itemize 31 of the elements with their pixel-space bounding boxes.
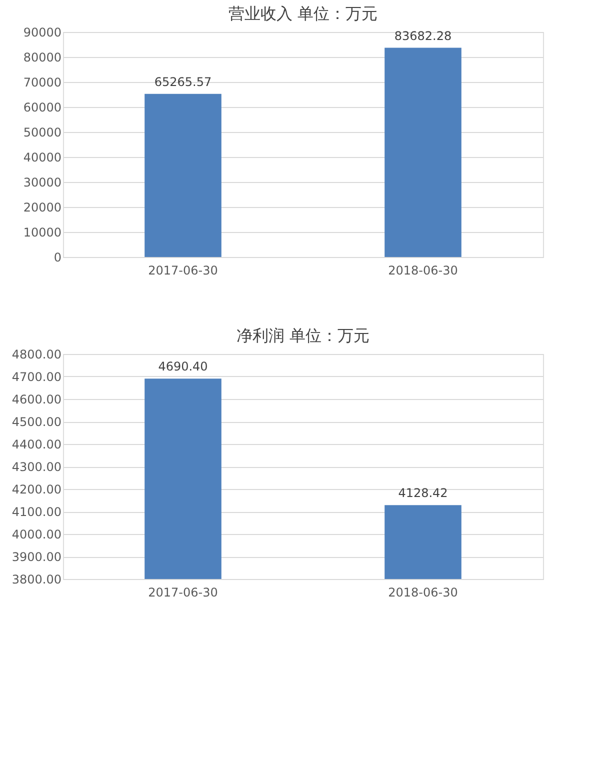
y-tick-label: 3800.00 — [12, 572, 62, 586]
y-tick-label: 4600.00 — [12, 392, 62, 406]
y-tick-label: 4400.00 — [12, 438, 62, 452]
y-tick-label: 4300.00 — [12, 460, 62, 474]
x-tick-label: 2017-06-30 — [148, 586, 218, 600]
data-label: 83682.28 — [394, 28, 452, 43]
y-tick-label: 4200.00 — [12, 482, 62, 496]
y-tick-label: 0 — [54, 250, 62, 264]
y-tick-label: 40000 — [23, 150, 62, 164]
data-label: 4690.40 — [158, 360, 208, 374]
y-tick-label: 4800.00 — [12, 348, 62, 362]
y-tick-label: 4700.00 — [12, 370, 62, 384]
y-tick-label: 4100.00 — [12, 505, 62, 519]
y-tick-label: 20000 — [23, 200, 62, 214]
chart-title: 净利润 单位：万元 — [236, 326, 370, 345]
y-tick-label: 4500.00 — [12, 415, 62, 429]
y-tick-label: 60000 — [23, 100, 62, 114]
y-tick-label: 4000.00 — [12, 528, 62, 542]
x-tick-label: 2017-06-30 — [148, 264, 218, 278]
chart-title: 营业收入 单位：万元 — [228, 4, 378, 23]
data-label: 65265.57 — [154, 74, 212, 89]
y-tick-label: 30000 — [23, 176, 62, 190]
x-tick-label: 2018-06-30 — [388, 264, 458, 278]
data-label: 4128.42 — [398, 486, 448, 500]
y-tick-label: 90000 — [23, 26, 62, 40]
y-tick-label: 50000 — [23, 126, 62, 140]
x-tick-label: 2018-06-30 — [388, 586, 458, 600]
y-tick-label: 10000 — [23, 226, 62, 240]
y-tick-label: 80000 — [23, 50, 62, 64]
y-tick-label: 3900.00 — [12, 550, 62, 564]
y-tick-label: 70000 — [23, 76, 62, 90]
